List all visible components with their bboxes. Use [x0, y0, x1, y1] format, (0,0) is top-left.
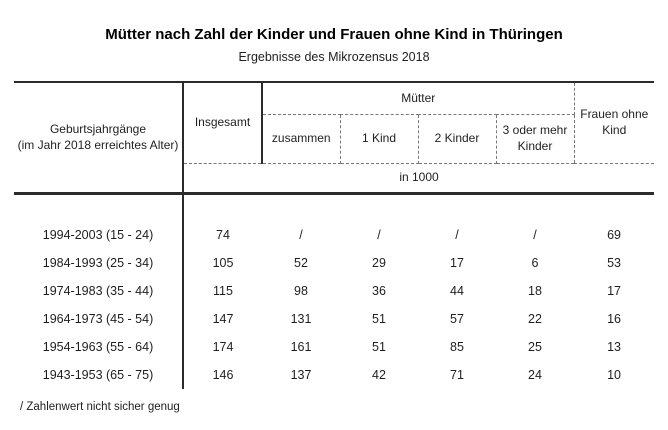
cell-value: 74: [216, 227, 230, 242]
cell-value: 36: [372, 283, 386, 298]
cell-value: 57: [450, 311, 464, 326]
cell-value: 161: [290, 339, 312, 354]
cell-value: 85: [450, 339, 464, 354]
row-label: 1994-2003 (15 - 24): [14, 221, 184, 249]
cell-value: 22: [528, 311, 542, 326]
cell-value: 105: [212, 255, 234, 270]
cell-value: 29: [372, 255, 386, 270]
row-label: 1954-1963 (55 - 64): [14, 333, 184, 361]
cell-value: 131: [290, 311, 312, 326]
cell-value: 51: [372, 311, 386, 326]
cell-value: 137: [290, 367, 312, 382]
page-subtitle: Ergebnisse des Mikrozensus 2018: [238, 50, 430, 64]
row-label: 1974-1983 (35 - 44): [14, 277, 184, 305]
table-row: 1954-1963 (55 - 64) 174 161 51 85 25 13: [14, 333, 654, 361]
cell-value: 53: [607, 255, 621, 270]
group-header-muetter: Mütter: [262, 81, 575, 115]
cell-value: 146: [212, 367, 234, 382]
cell-value: 17: [450, 255, 464, 270]
cell-value: 25: [528, 339, 542, 354]
statistics-table: Geburtsjahrgänge (im Jahr 2018 erreichte…: [14, 81, 655, 389]
cell-value: 69: [607, 227, 621, 242]
cell-value: 10: [607, 367, 621, 382]
row-header-cell: Geburtsjahrgänge (im Jahr 2018 erreichte…: [14, 81, 184, 195]
cell-value: /: [455, 227, 459, 242]
column-header-zusammen: zusammen: [262, 114, 341, 164]
row-header-line2: (im Jahr 2018 erreichtes Alter): [17, 137, 179, 152]
cell-value: 16: [607, 311, 621, 326]
column-header-frauen-ohne-kind: Frauen ohne Kind: [574, 81, 655, 164]
header-row-1: Geburtsjahrgänge (im Jahr 2018 erreichte…: [14, 81, 655, 195]
table-row: 1994-2003 (15 - 24) 74 / / / / 69: [14, 221, 654, 249]
cell-value: 174: [212, 339, 234, 354]
row-label: 1943-1953 (65 - 75): [14, 361, 184, 389]
cell-value: /: [299, 227, 303, 242]
cell-value: 98: [294, 283, 308, 298]
row-label: 1984-1993 (25 - 34): [14, 249, 184, 277]
cell-value: 71: [450, 367, 464, 382]
column-header-insgesamt: Insgesamt: [183, 81, 263, 164]
cell-value: 6: [531, 255, 539, 270]
row-header-line1: Geburtsjahrgänge: [49, 121, 147, 136]
cell-value: 13: [607, 339, 621, 354]
table-row: 1974-1983 (35 - 44) 115 98 36 44 18 17: [14, 277, 654, 305]
table-row: 1984-1993 (25 - 34) 105 52 29 17 6 53: [14, 249, 654, 277]
cell-value: 17: [607, 283, 621, 298]
cell-value: 44: [450, 283, 464, 298]
footnote: / Zahlenwert nicht sicher genug: [20, 401, 180, 413]
cell-value: 115: [213, 283, 233, 298]
cell-value: 51: [372, 339, 386, 354]
cell-value: 24: [528, 367, 542, 382]
column-header-1-kind: 1 Kind: [340, 114, 419, 164]
row-label: 1964-1973 (45 - 54): [14, 305, 184, 333]
spacer-row: [14, 193, 654, 221]
cell-value: /: [377, 227, 381, 242]
table-row: 1964-1973 (45 - 54) 147 131 51 57 22 16: [14, 305, 654, 333]
header-row-2: zusammen 1 Kind 2 Kinder 3 oder mehr Kin…: [14, 114, 654, 164]
page-title: Mütter nach Zahl der Kinder und Frauen o…: [105, 26, 563, 43]
cell-value: 42: [372, 367, 386, 382]
unit-label: in 1000: [183, 163, 655, 195]
cell-value: 52: [294, 255, 308, 270]
cell-value: 147: [212, 311, 234, 326]
cell-value: 18: [528, 283, 542, 298]
column-header-2-kinder: 2 Kinder: [418, 114, 497, 164]
unit-row: in 1000: [14, 163, 655, 195]
column-header-3-oder-mehr-kinder: 3 oder mehr Kinder: [496, 114, 575, 164]
table-row: 1943-1953 (65 - 75) 146 137 42 71 24 10: [14, 361, 654, 389]
cell-value: /: [533, 227, 537, 242]
